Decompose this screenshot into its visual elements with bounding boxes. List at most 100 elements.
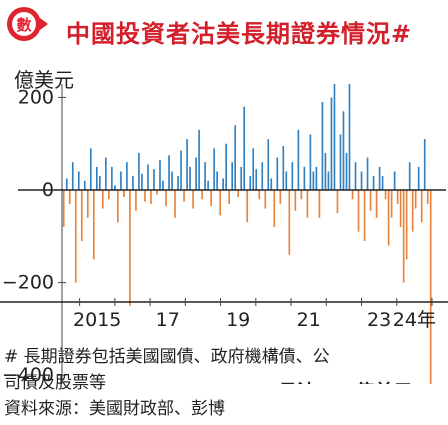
bar [408,162,411,190]
bar [198,129,200,190]
bar [357,190,360,232]
bar [83,180,86,190]
y-tick-label: −200 [2,272,54,294]
bar [318,190,321,218]
bar [222,178,224,191]
bar [354,162,357,190]
bar [111,166,113,190]
badge-text: 數 [16,16,31,34]
bar [156,190,158,195]
bar [180,150,182,190]
bar [147,164,149,190]
bar [309,134,312,190]
bar [369,190,372,211]
bar [264,190,267,209]
bar [312,171,315,190]
bar [159,159,161,191]
bar [414,190,417,209]
bar [297,129,300,190]
bar [117,190,119,223]
bar [86,190,89,218]
bar [219,190,221,216]
bar [213,148,215,190]
bar [204,162,206,190]
bar [216,171,218,190]
bar [399,190,402,228]
bar [207,180,209,190]
bar [426,190,429,204]
bar [345,152,348,190]
bar [108,190,110,200]
annotation-label: 5月沽426億美元 [265,380,413,384]
x-tick-label: 24年 [393,309,436,331]
bar [74,190,77,283]
bar [405,190,408,260]
x-tick-label: 2015 [73,309,121,331]
bar [231,162,234,190]
bar [384,190,387,200]
bar [210,190,212,207]
bar [273,190,276,228]
bar [327,171,330,190]
bar [192,190,194,209]
bar [360,171,363,190]
bar [267,139,270,190]
bar [186,139,188,190]
y-tick-label: 200 [18,86,54,108]
bar [282,146,285,190]
bar [138,152,140,190]
bar [123,190,125,197]
bar-chart: 4002000−200−40020151719212324年5月沽426億美元 [0,84,448,384]
bar [141,173,143,190]
bar [366,157,369,190]
bar [423,139,426,190]
x-tick-label: 19 [226,309,250,331]
bar [105,157,107,190]
bar [228,190,230,204]
bar [324,152,327,190]
bar [234,125,237,190]
bar [420,190,423,223]
bar [417,166,420,190]
bar [168,155,170,191]
bar [92,190,95,260]
bar [387,190,390,246]
bar [144,190,146,202]
bar [393,171,396,190]
bar [306,190,309,218]
bar [396,190,399,204]
bar [303,166,306,190]
bar [195,157,197,190]
bar [249,176,252,190]
bar [339,134,342,190]
bar [95,166,98,190]
bar [114,185,116,190]
bar [342,111,345,190]
bar [378,166,381,190]
bar [80,190,83,241]
bar [390,190,393,218]
bar [261,162,264,190]
source-note: 資料來源：美國財政部、彭博 [4,399,225,419]
bar [291,162,294,190]
bar [330,97,333,190]
bar [252,148,255,190]
bar [240,166,243,190]
bar [171,171,173,190]
bar [150,190,152,204]
bar [258,190,261,200]
bar [288,190,291,255]
x-tick-label: 23 [367,309,391,331]
header: 數 中國投資者沽美長期證券情況# [0,0,448,64]
bar [279,190,282,204]
bar [102,190,104,209]
bar [237,190,240,197]
bar [177,176,179,190]
bar [225,143,227,190]
bar [351,190,354,200]
bar [165,190,167,207]
bar [348,84,351,190]
bar [276,157,279,190]
bar [183,190,185,202]
bar [402,190,405,283]
